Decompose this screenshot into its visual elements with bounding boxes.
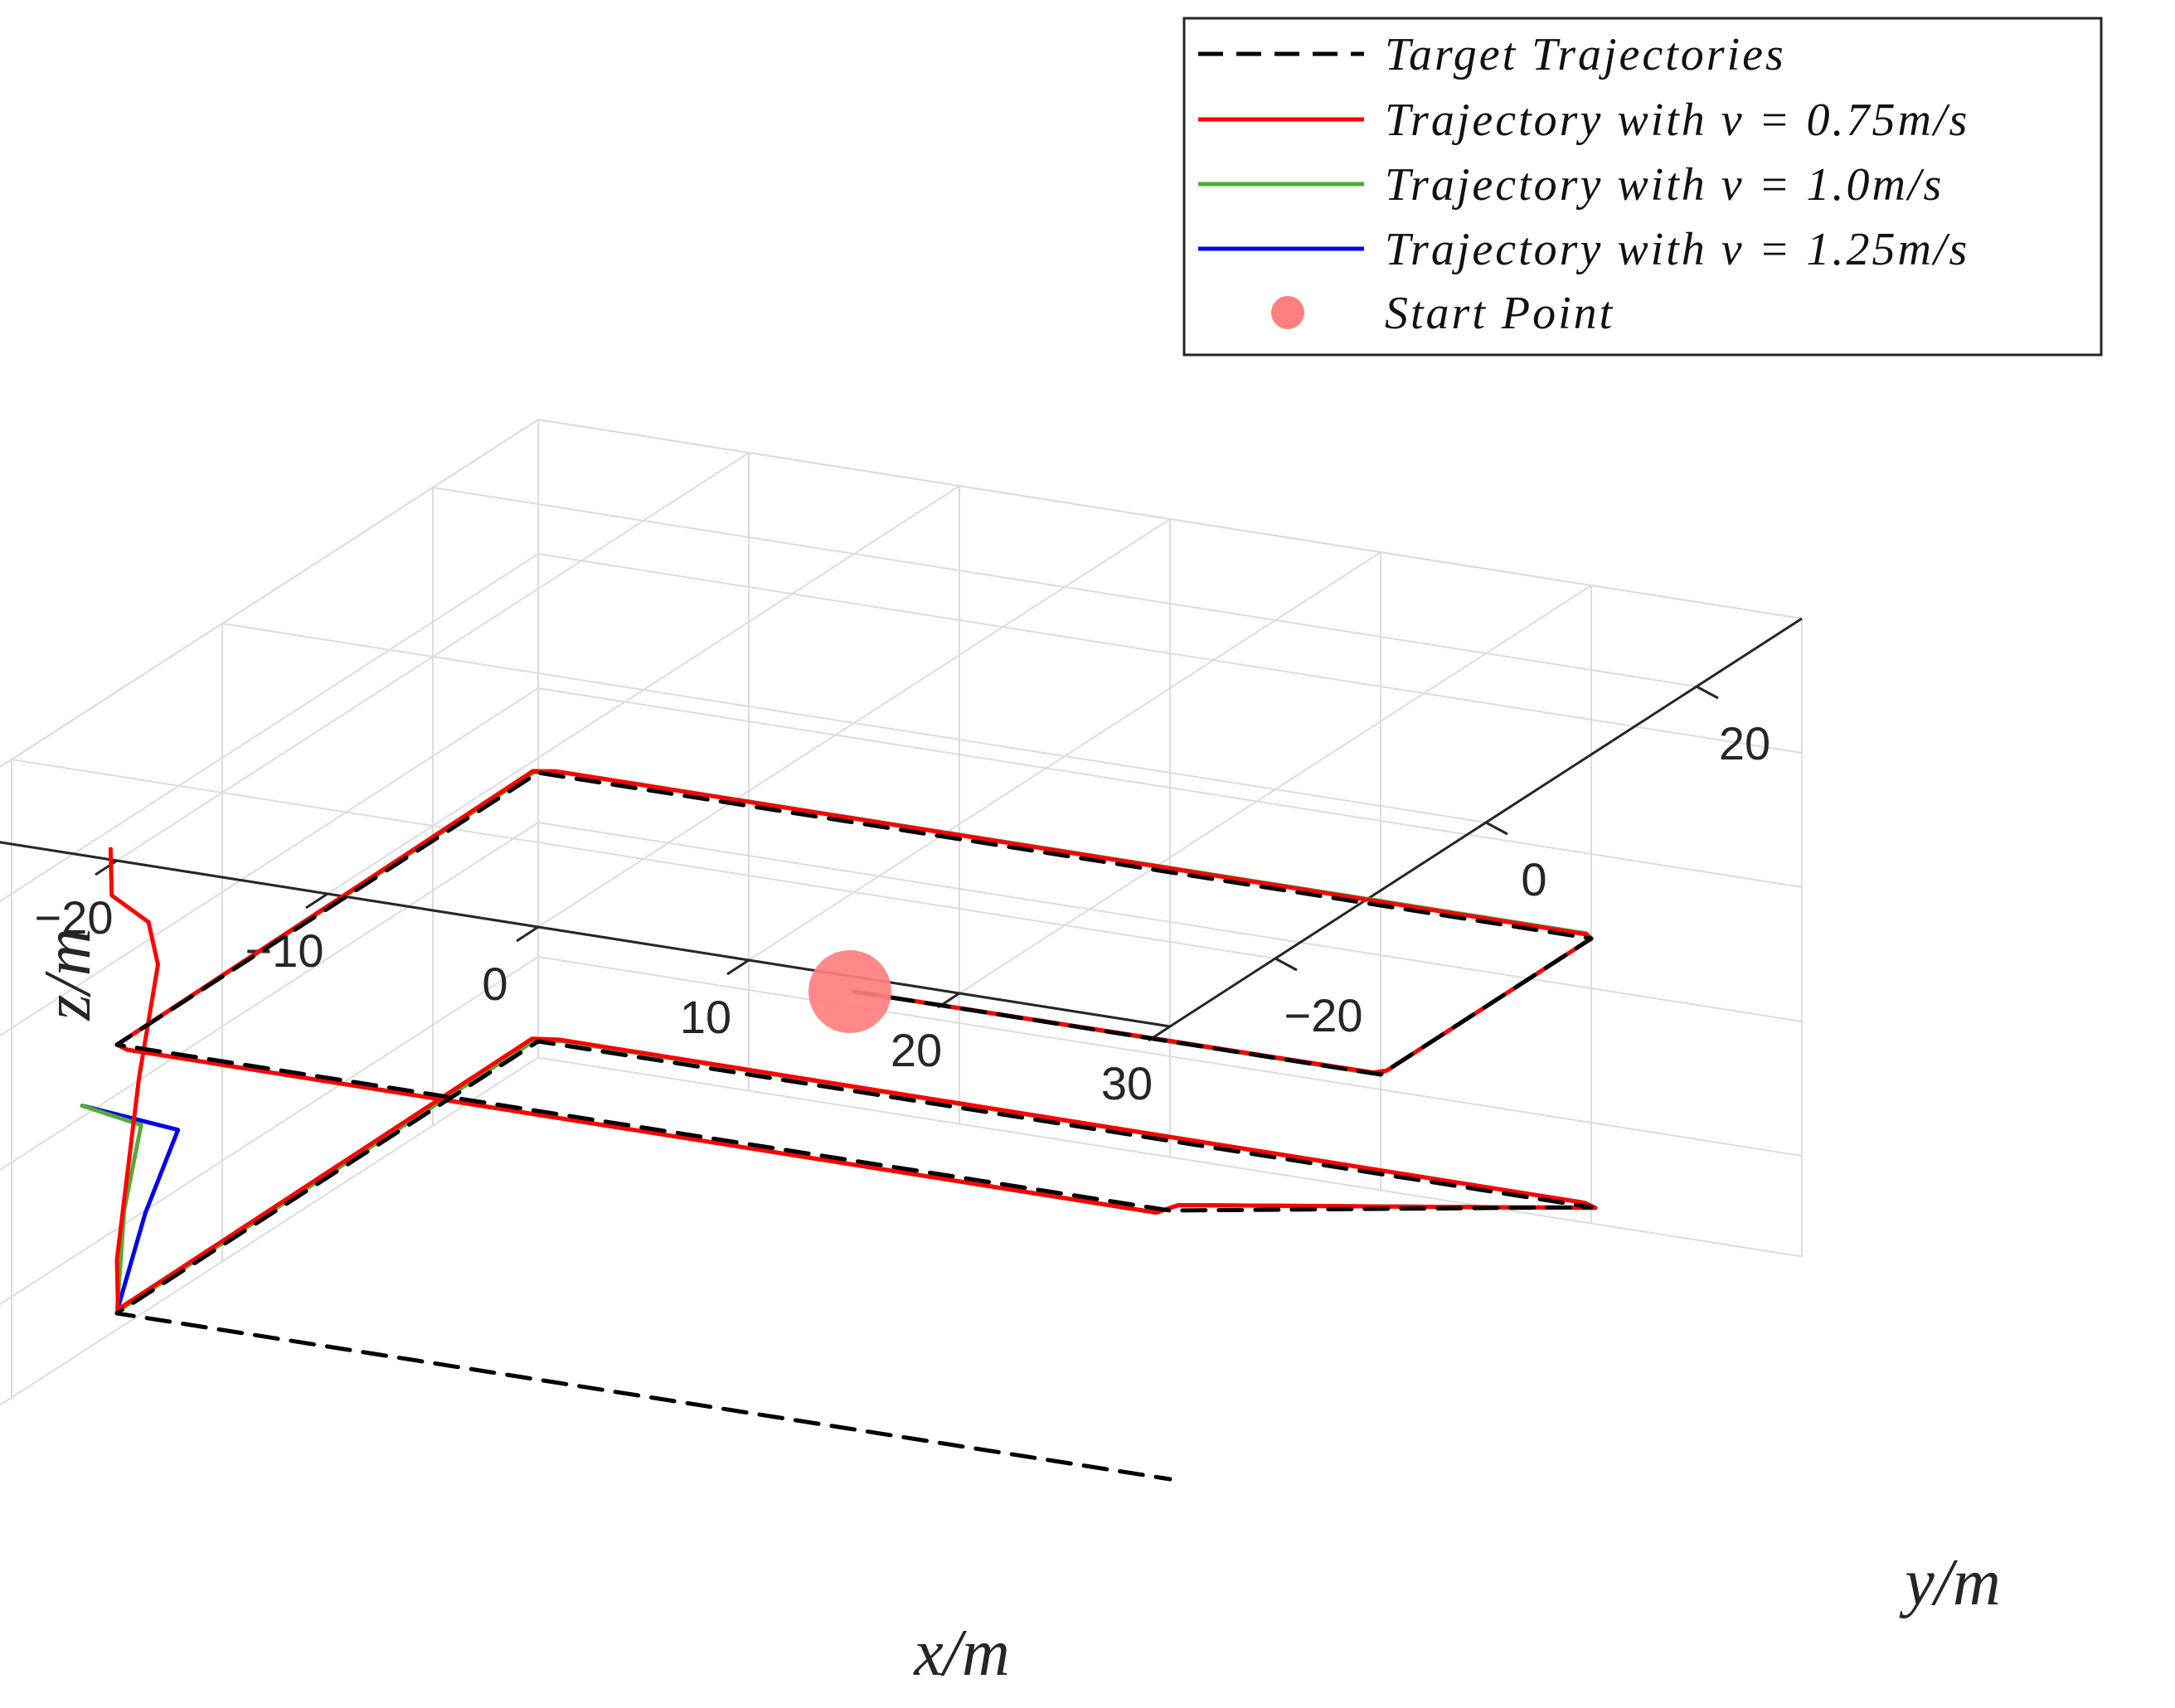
grid-line-wall-z-left	[0, 687, 539, 1037]
series-line-v125	[80, 769, 1598, 1314]
grid-line-wall-z-right	[537, 553, 1803, 754]
x-axis-line	[0, 841, 1171, 1028]
x-tick-label: 10	[680, 991, 731, 1043]
y-tick-label: 20	[1719, 717, 1770, 769]
grid-line-top-right	[537, 1056, 1803, 1258]
grid-line-wall-z-right	[537, 687, 1803, 888]
grid-line-floor-y	[221, 623, 1487, 823]
x-tick-mark	[516, 925, 539, 943]
x-tick-label: 20	[891, 1024, 942, 1076]
z-axis-label: z/m	[32, 928, 104, 1021]
x-tick-label: 0	[482, 958, 507, 1010]
y-tick-mark	[1696, 685, 1719, 700]
legend-label-v075: Trajectory with v = 0.75m/s	[1385, 95, 1969, 146]
y-tick-label: −20	[1284, 989, 1363, 1041]
start-point-marker	[808, 950, 891, 1033]
grid-line-floor-x	[0, 419, 539, 769]
x-tick-mark	[726, 958, 750, 976]
legend-label-start: Start Point	[1385, 288, 1614, 339]
y-axis-label: y/m	[1899, 1546, 2001, 1619]
legend-label-v100: Trajectory with v = 1.0m/s	[1385, 159, 1944, 211]
legend-label-v125: Trajectory with v = 1.25m/s	[1385, 224, 1969, 275]
grid-line-top-left	[0, 1056, 539, 1406]
series-line-v075	[108, 769, 1598, 1312]
legend-box	[1182, 17, 2103, 357]
x-tick-label: −20	[35, 891, 114, 944]
grid-line-wall-z-right	[537, 822, 1803, 1022]
x-tick-mark	[305, 892, 328, 910]
y-tick-mark	[1274, 957, 1298, 972]
legend-label-target: Target Trajectories	[1385, 29, 1786, 80]
legend-swatch-start	[1271, 296, 1304, 329]
y-tick-label: 0	[1521, 853, 1546, 905]
grid-line-floor-y	[432, 487, 1697, 687]
grid-line-wall-z-left	[0, 419, 539, 769]
legend: Target Trajectories Trajectory with v = …	[1182, 17, 2103, 357]
x-axis-label: x/m	[913, 1617, 1010, 1690]
grid-line-wall-z-left	[0, 553, 539, 903]
grid-line-wall-z-right	[537, 419, 1803, 619]
grid-line-wall-z-right	[537, 956, 1803, 1157]
x-tick-label: 30	[1101, 1057, 1153, 1109]
y-tick-mark	[1485, 821, 1508, 836]
grid-line-wall-z-left	[0, 956, 539, 1306]
series-line-target	[114, 770, 1594, 1482]
x-tick-mark	[95, 859, 118, 876]
series-line-v100	[80, 769, 1598, 1314]
trajectory-series	[80, 769, 1598, 1482]
grid-line-wall-z-left	[0, 822, 539, 1172]
start-point-layer	[808, 950, 891, 1033]
